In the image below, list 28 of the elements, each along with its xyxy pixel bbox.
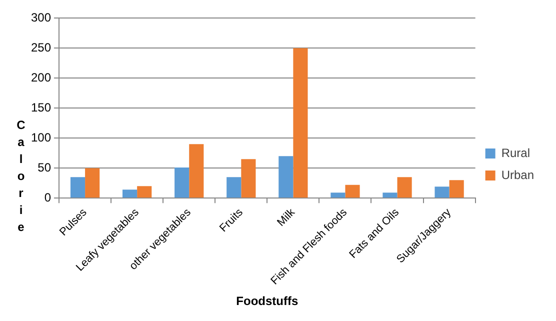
y-tick-label: 100 — [30, 130, 52, 144]
y-tick-label: 50 — [38, 160, 52, 174]
y-axis-title: Calorie — [13, 118, 28, 237]
bar — [382, 192, 398, 198]
bar — [85, 168, 100, 198]
bar — [226, 177, 242, 198]
y-tick-label: 250 — [30, 40, 52, 54]
bar — [241, 159, 256, 198]
legend-label: Rural — [501, 146, 530, 160]
legend-label: Urban — [501, 168, 534, 182]
bar — [345, 184, 360, 198]
x-tick-label: Milk — [275, 206, 298, 229]
y-tick-label: 150 — [30, 100, 52, 114]
y-tick-label: 300 — [30, 10, 52, 25]
x-axis-title: Foodstuffs — [236, 294, 298, 308]
bar — [70, 177, 86, 198]
bar — [189, 144, 204, 198]
bar — [293, 48, 308, 198]
y-tick-label: 200 — [30, 70, 52, 84]
bar — [449, 180, 464, 198]
bar — [174, 167, 190, 198]
bar — [397, 177, 412, 198]
y-tick-label: 0 — [44, 190, 52, 204]
bar — [434, 186, 450, 198]
bar — [122, 190, 138, 198]
bar — [137, 186, 152, 198]
bar — [278, 156, 294, 198]
bar — [330, 192, 346, 198]
